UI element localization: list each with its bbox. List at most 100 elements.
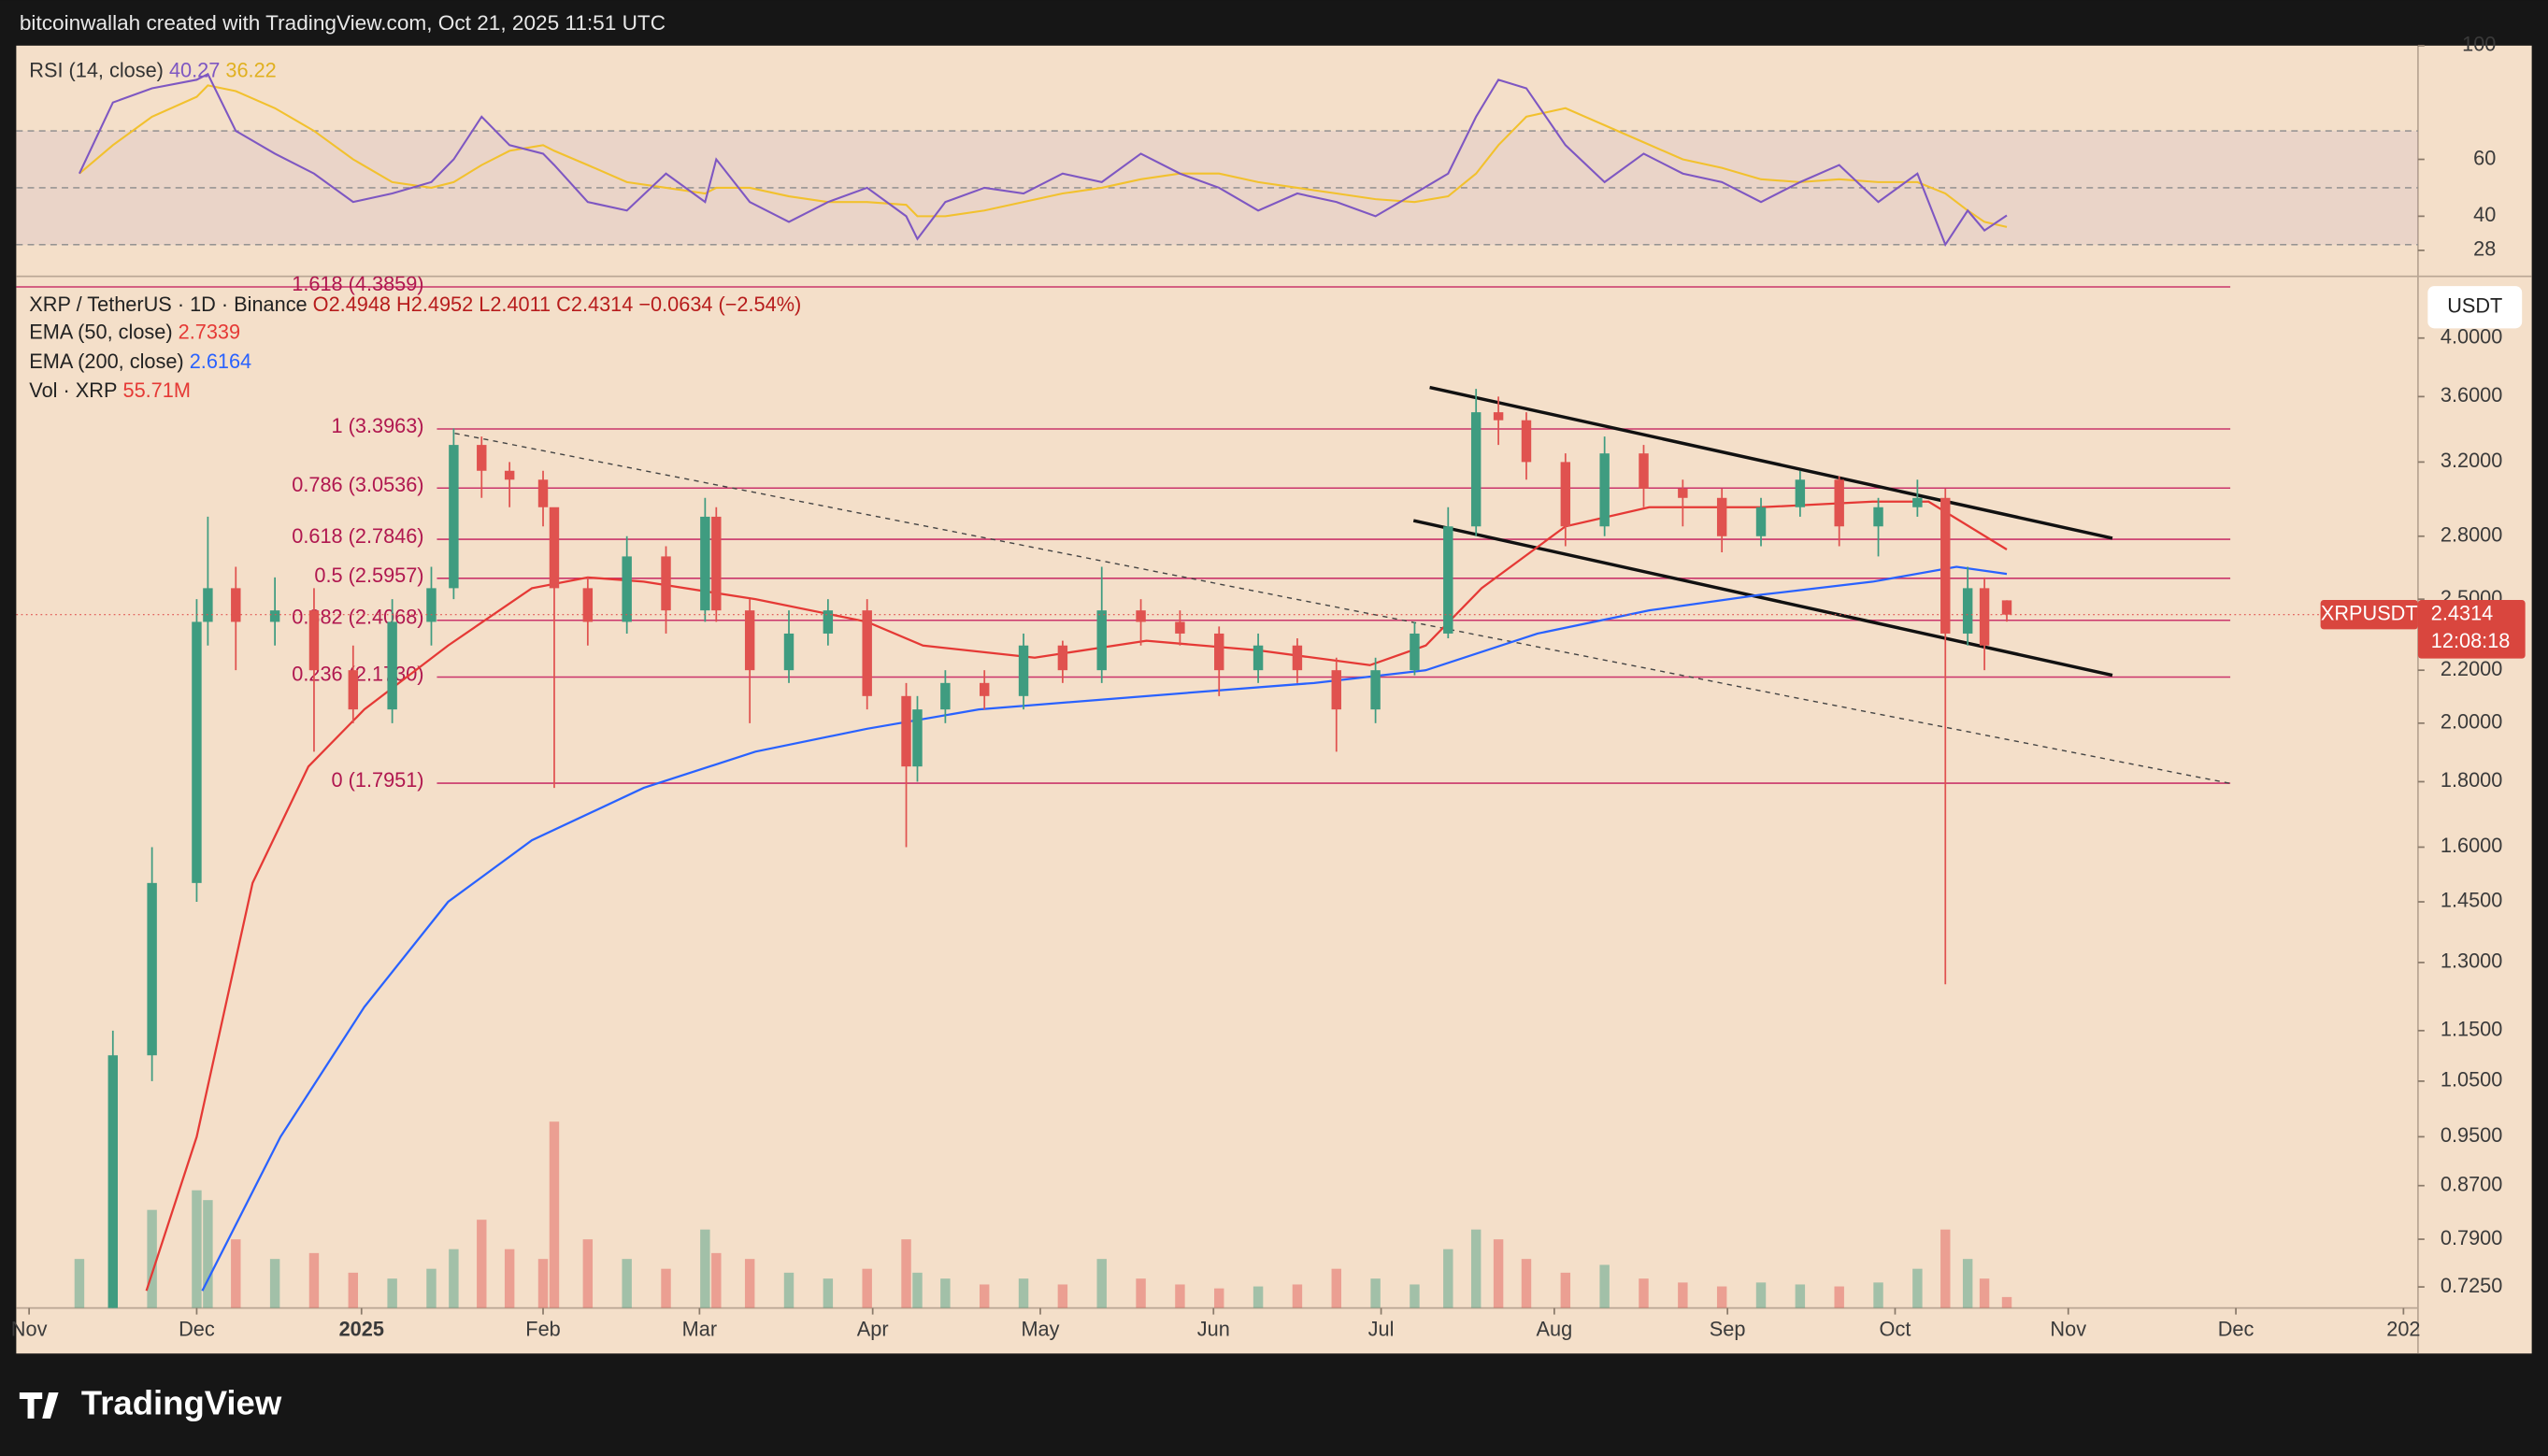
volume-bar xyxy=(1292,1284,1303,1308)
volume-bar xyxy=(1834,1286,1844,1308)
volume-bar xyxy=(1940,1229,1951,1308)
fib-label: 0.618 (2.7846) xyxy=(292,524,423,548)
candle-body xyxy=(1834,479,1844,527)
volume-bar xyxy=(2001,1296,2012,1308)
y-tick-label: 1.6000 xyxy=(2441,834,2502,857)
y-tick-label: 2.2000 xyxy=(2441,657,2502,680)
candle-body xyxy=(582,588,594,622)
rsi-tick-label: 60 xyxy=(2473,146,2496,169)
ohlc-close: C2.4314 xyxy=(556,293,633,316)
footer-brand: TradingView xyxy=(81,1384,282,1422)
volume-bar xyxy=(582,1239,594,1308)
symbol-tag xyxy=(2320,600,2418,630)
volume-bar xyxy=(1599,1264,1610,1308)
volume-bar xyxy=(1057,1284,1068,1308)
currency-label[interactable]: USDT xyxy=(2447,293,2502,317)
volume-bar xyxy=(1979,1278,1990,1308)
header-text: bitcoinwallah created with TradingView.c… xyxy=(20,11,666,35)
candle-body xyxy=(426,588,437,622)
x-tick-label: Mar xyxy=(682,1318,717,1341)
volume-bar xyxy=(504,1249,515,1308)
y-tick-label: 1.4500 xyxy=(2441,889,2502,912)
candle-body xyxy=(1410,633,1420,671)
rsi-ma-value: 36.22 xyxy=(225,58,276,81)
volume-bar xyxy=(1018,1278,1029,1308)
candle-body xyxy=(192,621,202,883)
y-tick-label: 1.3000 xyxy=(2441,949,2502,973)
ohlc-high: H2.4952 xyxy=(396,293,473,316)
candle-body xyxy=(387,621,397,710)
candle-body xyxy=(1214,633,1224,671)
volume-bar xyxy=(449,1249,459,1308)
candle-body xyxy=(1370,670,1381,710)
candle-body xyxy=(269,610,280,622)
volume-bar xyxy=(387,1278,397,1308)
ema50-value: 2.7339 xyxy=(179,320,240,343)
ema-line xyxy=(145,500,2008,1292)
candle-body xyxy=(308,610,320,671)
candle-body xyxy=(147,882,157,1056)
volume-bar xyxy=(912,1272,923,1308)
candle-body xyxy=(744,610,755,671)
volume-bar xyxy=(661,1268,671,1308)
y-tick-label: 2.8000 xyxy=(2441,523,2502,547)
volume-bar xyxy=(1521,1259,1532,1308)
rsi-value: 40.27 xyxy=(169,58,220,81)
candle-body xyxy=(1018,645,1029,696)
volume-bar xyxy=(1410,1284,1420,1308)
candle-body xyxy=(1755,507,1767,536)
ema200-name: EMA (200, close) xyxy=(29,350,183,373)
volume-bar xyxy=(308,1252,320,1308)
ohlc-change: −0.0634 (−2.54%) xyxy=(638,293,801,316)
rsi-ma-line xyxy=(79,84,2008,228)
candle-body xyxy=(1678,488,1688,498)
volume-bar xyxy=(823,1278,834,1308)
candle-body xyxy=(1716,497,1727,536)
volume-bar xyxy=(1493,1239,1504,1308)
volume-bar xyxy=(1214,1288,1224,1308)
volume-bar xyxy=(979,1284,990,1308)
candle-body xyxy=(912,709,923,767)
volume-bar xyxy=(622,1259,632,1308)
y-tick-label: 1.8000 xyxy=(2441,768,2502,792)
rsi-name: RSI (14, close) xyxy=(29,58,164,81)
trend-line xyxy=(1429,385,2113,540)
x-tick-label: Aug xyxy=(1537,1318,1573,1341)
candle-body xyxy=(1443,526,1453,634)
volume-bar xyxy=(700,1229,710,1308)
candle-body xyxy=(504,470,515,480)
volume-bar xyxy=(1795,1284,1806,1308)
volume-bar xyxy=(1253,1286,1264,1308)
volume-bar xyxy=(74,1259,85,1308)
volume-bar xyxy=(192,1190,202,1308)
volume-legend: Vol · XRP 55.71M xyxy=(29,378,191,402)
volume-bar xyxy=(1912,1268,1923,1308)
x-tick-label: Oct xyxy=(1880,1318,1911,1341)
ema50-name: EMA (50, close) xyxy=(29,320,172,343)
chart-background xyxy=(16,45,2532,1354)
fib-label: 0.786 (3.0536) xyxy=(292,473,423,496)
symbol: XRP / TetherUS · 1D · Binance xyxy=(29,293,307,316)
candle-body xyxy=(1057,645,1068,671)
fib-label: 1 (3.3963) xyxy=(332,414,424,437)
currency-button[interactable] xyxy=(2427,286,2523,329)
rsi-legend: RSI (14, close) 40.27 36.22 xyxy=(29,58,276,81)
volume-bar xyxy=(1560,1272,1571,1308)
y-tick-label: 0.8700 xyxy=(2441,1172,2502,1195)
candle-body xyxy=(2001,600,2012,615)
candle-body xyxy=(1136,610,1146,622)
volume-bar xyxy=(426,1268,437,1308)
y-tick-label: 3.2000 xyxy=(2441,449,2502,472)
y-tick-label: 0.7250 xyxy=(2441,1274,2502,1297)
volume-bar xyxy=(147,1209,157,1308)
price-pane: 1.618 (4.3859) 1 (3.3963) 0.786 (3.0536) 0.… xyxy=(16,277,2418,1308)
volume-bar xyxy=(862,1268,872,1308)
volume-bar xyxy=(1962,1259,1973,1308)
candle-body xyxy=(783,633,794,671)
volume-bar xyxy=(1136,1278,1146,1308)
candle-body xyxy=(107,1055,119,1308)
candle-body xyxy=(940,682,951,710)
candle-body xyxy=(1521,420,1532,463)
x-tick-label: Sep xyxy=(1710,1318,1746,1341)
